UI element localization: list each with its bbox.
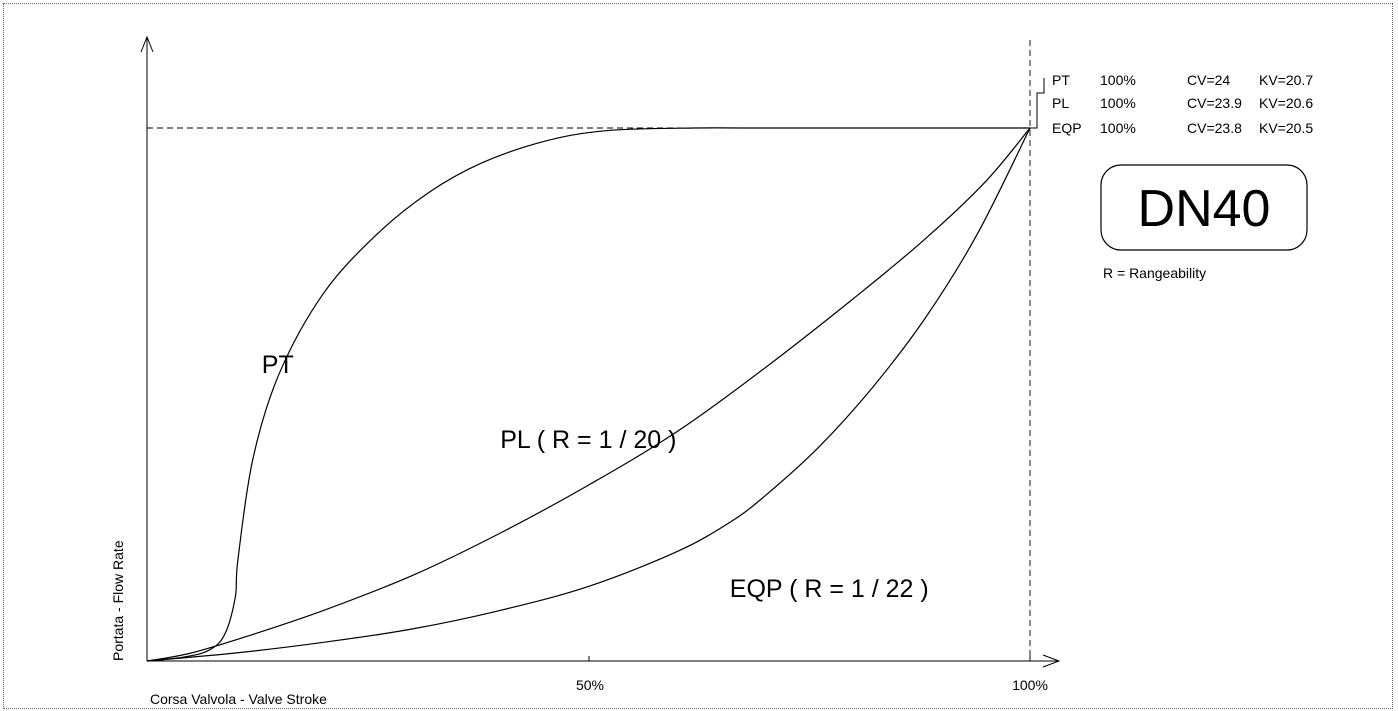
info-kv: KV=20.5 [1259,120,1313,136]
series-layer [146,127,1031,662]
info-kv: KV=20.6 [1259,95,1313,111]
info-bracket [1030,78,1045,129]
curve-annotation-eqp: EQP ( R = 1 / 22 ) [730,575,929,603]
info-pct: 100% [1100,95,1136,111]
info-kv: KV=20.7 [1259,72,1313,88]
info-pct: 100% [1100,72,1136,88]
info-name: EQP [1052,120,1082,136]
x-axis-title: Corsa Valvola - Valve Stroke [150,691,327,707]
info-name: PL [1052,95,1069,111]
size-box [1100,164,1308,251]
size-label: DN40 [1138,180,1271,238]
y-axis-title: Portata - Flow Rate [110,540,126,661]
info-row-eqp: EQP 100% CV=23.8 KV=20.5 [1052,120,1313,136]
x-axis-arrow [1042,654,1061,668]
info-name: PT [1052,72,1070,88]
info-cv: CV=24 [1187,72,1230,88]
info-row-pl: PL 100% CV=23.9 KV=20.6 [1052,95,1313,111]
curve-annotation-pt: PT [262,351,294,379]
chart-frame [3,3,1393,709]
series-line-pt [146,127,1030,662]
info-table: PT 100% CV=24 KV=20.7 PL 100% CV=23.9 KV=20.6 EQ… [1052,72,1313,136]
curve-annotation-pl: PL ( R = 1 / 20 ) [500,426,676,454]
x-tick-label-50: 50% [576,677,604,693]
curve-annotations: PT PL ( R = 1 / 20 ) EQP ( R = 1 / 22 ) [262,351,929,603]
rangeability-note: R = Rangeability [1103,265,1206,281]
info-pct: 100% [1100,120,1136,136]
y-axis-arrow [140,35,154,53]
series-line-eqp [146,127,1031,662]
info-cv: CV=23.8 [1187,120,1242,136]
x-tick-label-100: 100% [1012,677,1048,693]
info-row-pt: PT 100% CV=24 KV=20.7 [1052,72,1313,88]
info-cv: CV=23.9 [1187,95,1242,111]
series-line-pl [146,127,1031,662]
